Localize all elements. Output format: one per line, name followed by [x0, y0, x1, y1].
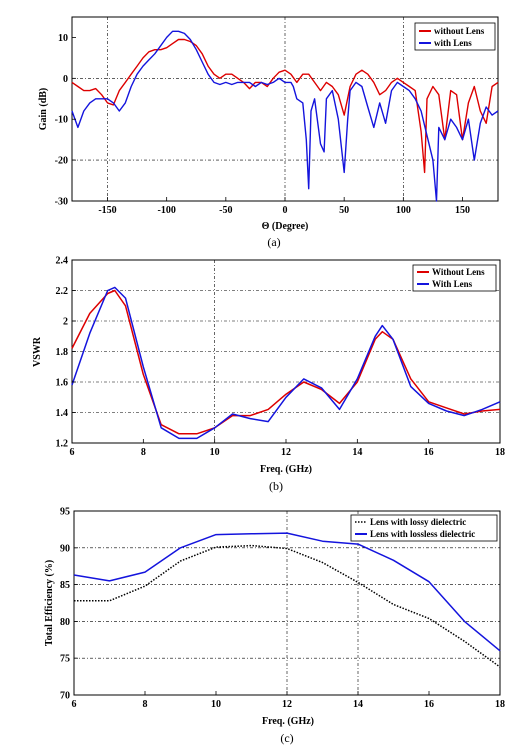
y-axis-label-b: VSWR: [32, 336, 43, 367]
y-tick-label-c-1: 75: [60, 654, 70, 665]
x-tick-label-c-6: 18: [495, 699, 505, 710]
legend-box-a: [414, 22, 496, 51]
caption-c: (c): [280, 731, 293, 745]
grid-a: [72, 17, 498, 201]
x-tick-label-a-5: 100: [396, 205, 411, 216]
y-axis-label-c: Total Efficiency (%): [44, 560, 55, 646]
yticks-b: 1.2 1.4 1.6 1.8 2 2.2 2.4: [56, 256, 76, 450]
y-tick-label-b-0: 1.2: [56, 439, 69, 450]
legend-box-b: [412, 264, 497, 292]
legend-label-b-0: Without Lens: [432, 267, 485, 277]
x-tick-label-b-6: 18: [495, 447, 505, 458]
series-line-a-1: [71, 30, 499, 202]
yticks-a: -30 -20 -10 0 10: [55, 33, 76, 208]
y-tick-label-c-0: 70: [60, 691, 70, 702]
y-tick-label-b-6: 2.4: [56, 256, 69, 267]
x-tick-label-b-1: 8: [141, 447, 146, 458]
legend-label-a-0: without Lens: [434, 26, 485, 36]
chart-b: 6 8 10 12 14 16 18 1.2 1.4 1.6 1.8 2 2.2 2.4 Freq. (…: [32, 256, 505, 494]
x-tick-label-b-2: 10: [210, 447, 220, 458]
y-tick-label-a-4: 10: [58, 33, 68, 44]
y-tick-label-b-2: 1.6: [56, 378, 69, 389]
series-line-c-1: [73, 532, 501, 652]
x-tick-label-a-2: -50: [219, 205, 232, 216]
grid-c: [74, 511, 501, 695]
x-axis-label-a: Θ (Degree): [262, 221, 309, 232]
y-tick-label-b-5: 2.2: [56, 286, 69, 297]
x-tick-label-c-0: 6: [72, 699, 77, 710]
x-tick-label-c-1: 8: [143, 699, 148, 710]
series-a: [71, 30, 499, 202]
legend-label-b-1: With Lens: [432, 279, 473, 289]
x-tick-label-a-1: -100: [157, 205, 175, 216]
chart-c: 6 8 10 12 14 16 18 70 75 80 85 90 95 Freq. (GHz) To…: [44, 507, 505, 746]
legend-b: Without Lens With Lens: [412, 264, 497, 292]
x-tick-label-a-4: 50: [339, 205, 349, 216]
yticks-c: 70 75 80 85 90 95: [60, 507, 78, 702]
x-tick-label-c-3: 12: [282, 699, 292, 710]
x-tick-label-c-5: 16: [424, 699, 434, 710]
x-tick-label-b-5: 16: [424, 447, 434, 458]
x-axis-label-c: Freq. (GHz): [262, 716, 314, 727]
y-tick-label-a-1: -20: [55, 156, 68, 167]
legend-label-c-0: Lens with lossy dielectric: [370, 517, 466, 527]
y-tick-label-b-3: 1.8: [56, 347, 69, 358]
caption-b: (b): [269, 479, 283, 493]
legend-a: without Lens with Lens: [414, 22, 496, 51]
xticks-b: 6 8 10 12 14 16 18: [70, 439, 505, 458]
legend-c: Lens with lossy dielectric Lens with los…: [350, 514, 498, 542]
y-tick-label-b-1: 1.4: [56, 408, 69, 419]
y-tick-label-a-0: -30: [55, 197, 68, 208]
x-tick-label-c-2: 10: [211, 699, 221, 710]
y-tick-label-a-3: 0: [63, 74, 68, 85]
x-tick-label-c-4: 14: [353, 699, 363, 710]
y-axis-label-a: Gain (dB): [38, 88, 49, 131]
series-line-b-0: [71, 289, 501, 435]
x-tick-label-a-0: -150: [98, 205, 116, 216]
y-tick-label-a-2: -10: [55, 115, 68, 126]
x-tick-label-b-0: 6: [70, 447, 75, 458]
y-tick-label-c-2: 80: [60, 617, 70, 628]
x-axis-label-b: Freq. (GHz): [260, 464, 312, 475]
legend-box-c: [350, 514, 498, 542]
x-tick-label-b-4: 14: [352, 447, 362, 458]
y-tick-label-c-4: 90: [60, 543, 70, 554]
legend-label-a-1: with Lens: [434, 38, 472, 48]
grid-b: [72, 260, 500, 443]
legend-label-c-1: Lens with lossless dielectric: [370, 529, 475, 539]
y-tick-label-b-4: 2: [63, 317, 68, 328]
series-line-a-0: [71, 38, 499, 174]
x-tick-label-b-3: 12: [281, 447, 291, 458]
series-line-b-1: [71, 286, 501, 440]
xticks-c: 6 8 10 12 14 16 18: [72, 691, 505, 710]
y-tick-label-c-5: 95: [60, 507, 70, 518]
series-c: [73, 532, 501, 668]
series-b: [71, 286, 501, 440]
x-tick-label-a-3: 0: [283, 205, 288, 216]
xticks-a: -150 -100 -50 0 50 100 150: [98, 197, 470, 216]
caption-a: (a): [267, 235, 280, 249]
x-tick-label-a-6: 150: [455, 205, 470, 216]
y-tick-label-c-3: 85: [60, 580, 70, 591]
